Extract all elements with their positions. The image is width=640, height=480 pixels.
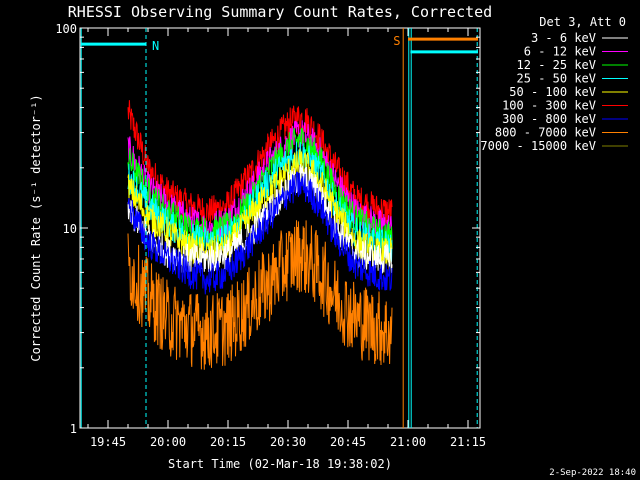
legend-header: Det 3, Att 0 [539, 15, 626, 29]
x-tick-label: 19:45 [90, 435, 126, 449]
y-tick-label: 10 [63, 222, 77, 236]
annotation-label: S [393, 34, 400, 48]
legend-entry-label: 100 - 300 keV [502, 99, 596, 113]
y-axis-label: Corrected Count Rate (s⁻¹ detector⁻¹) [29, 94, 43, 361]
x-tick-label: 20:30 [270, 435, 306, 449]
legend-entry-label: 800 - 7000 keV [495, 126, 596, 140]
x-tick-label: 20:00 [150, 435, 186, 449]
chart-title: RHESSI Observing Summary Count Rates, Co… [68, 3, 492, 21]
legend-entry-label: 3 - 6 keV [531, 31, 596, 45]
x-tick-label: 20:45 [330, 435, 366, 449]
y-axis: 1 10 100 [55, 22, 480, 436]
legend-entry-label: 300 - 800 keV [502, 112, 596, 126]
x-tick-label: 21:15 [450, 435, 486, 449]
y-tick-label: 100 [55, 22, 77, 36]
x-axis: 19:45 20:00 20:15 20:30 20:45 21:00 21:15 [87, 28, 486, 449]
date-stamp: 2-Sep-2022 18:40 [549, 468, 636, 478]
x-tick-label: 21:00 [390, 435, 426, 449]
series-line-6 [127, 171, 393, 295]
annotation-label: N [152, 39, 159, 53]
x-tick-label: 20:15 [210, 435, 246, 449]
legend-entry-label: 6 - 12 keV [524, 45, 596, 59]
legend-entry-label: 25 - 50 keV [517, 72, 596, 86]
x-axis-label: Start Time (02-Mar-18 19:38:02) [168, 457, 392, 471]
legend-entry-label: 12 - 25 keV [517, 58, 596, 72]
series-line-2 [127, 127, 393, 250]
legend-entry-label: 7000 - 15000 keV [480, 139, 596, 153]
series-line-7 [127, 220, 393, 370]
y-tick-label: 1 [70, 422, 77, 436]
legend-entry-label: 50 - 100 keV [509, 85, 596, 99]
